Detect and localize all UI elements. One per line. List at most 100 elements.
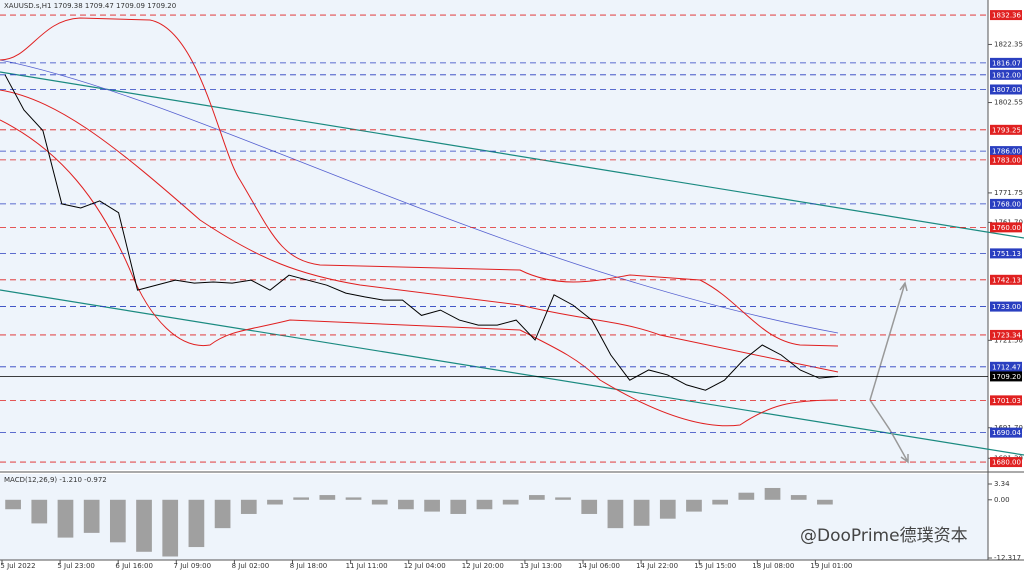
level-label: 1793.25	[992, 126, 1021, 134]
level-tag	[990, 274, 1022, 285]
level-tag	[990, 10, 1022, 21]
macd-bar	[712, 499, 729, 505]
main-panel	[0, 0, 988, 470]
macd-bar	[319, 495, 336, 500]
macd-bar	[109, 499, 126, 543]
x-tick-label: 12 Jul 04:00	[404, 562, 446, 570]
macd-bar	[633, 499, 650, 526]
level-label: 1733.00	[992, 303, 1021, 311]
level-tag	[990, 395, 1022, 406]
y-tick-label: 1771.75	[994, 189, 1023, 197]
bollinger-upper	[0, 17, 839, 347]
x-tick-label: 15 Jul 15:00	[694, 562, 736, 570]
macd-bar	[502, 499, 519, 505]
macd-bar	[424, 499, 440, 512]
x-tick-label: 13 Jul 13:00	[520, 562, 562, 570]
bollinger-middle	[0, 89, 839, 373]
watermark: @DooPrime德璞资本	[800, 526, 968, 546]
macd-bar	[555, 497, 571, 500]
x-tick-label: 5 Jul 2022	[0, 562, 35, 570]
level-label: 1807.00	[992, 86, 1021, 94]
level-label: 1832.36	[992, 12, 1021, 20]
level-tag	[990, 371, 1022, 382]
macd-bar	[214, 499, 231, 529]
level-label: 1701.03	[992, 397, 1021, 405]
macd-bar	[371, 499, 388, 505]
x-tick-label: 8 Jul 02:00	[232, 562, 270, 570]
level-label: 1709.20	[992, 373, 1021, 381]
level-tag	[990, 154, 1022, 165]
macd-bar	[267, 499, 283, 505]
level-label: 1816.07	[992, 59, 1021, 67]
level-label: 1812.00	[992, 71, 1021, 79]
macd-bar	[293, 497, 310, 500]
x-tick-label: 5 Jul 23:00	[57, 562, 95, 570]
indicators	[0, 17, 1024, 464]
level-tag	[990, 457, 1022, 468]
x-tick-label: 18 Jul 08:00	[752, 562, 794, 570]
arrow-down	[869, 399, 909, 464]
level-label: 1783.00	[992, 156, 1021, 164]
level-tag	[990, 198, 1022, 209]
macd-tick-label: -12.317	[994, 554, 1021, 562]
macd-bar	[738, 492, 755, 500]
macd-tick-label: 0.00	[994, 496, 1010, 504]
x-tick-label: 14 Jul 22:00	[636, 562, 678, 570]
level-label: 1786.00	[992, 148, 1021, 156]
level-label: 1768.00	[992, 200, 1021, 208]
x-tick-label: 8 Jul 18:00	[290, 562, 328, 570]
macd-bar	[817, 499, 833, 505]
level-tag	[990, 248, 1022, 259]
level-tag	[990, 124, 1022, 135]
level-tag	[990, 329, 1022, 340]
macd-bar	[162, 499, 179, 557]
x-tick-label: 11 Jul 11:00	[346, 562, 388, 570]
macd-bar	[83, 499, 100, 533]
macd-bar	[136, 499, 152, 552]
x-tick-label: 19 Jul 01:00	[810, 562, 852, 570]
level-tag	[990, 69, 1022, 80]
y-tick-label: 1721.50	[994, 336, 1023, 344]
level-label: 1690.04	[992, 429, 1021, 437]
macd-bar	[686, 499, 702, 512]
macd-tick-label: 3.34	[994, 480, 1010, 488]
level-tag	[990, 57, 1022, 68]
level-label: 1680.00	[992, 459, 1021, 467]
level-tag	[990, 427, 1022, 438]
level-tag	[990, 222, 1022, 233]
level-label: 1723.34	[992, 331, 1021, 339]
macd-bar	[57, 499, 74, 538]
macd-bar	[476, 499, 493, 510]
macd-bar	[659, 499, 676, 519]
macd-bar	[581, 499, 598, 514]
macd-bar	[607, 499, 624, 529]
macd-bar	[188, 499, 205, 548]
level-tag	[990, 146, 1022, 157]
macd-bar	[398, 499, 414, 510]
macd-header: MACD(12,26,9) -1.210 -0.972	[4, 476, 107, 484]
macd-bar	[345, 497, 362, 500]
y-tick-label: 1822.35	[994, 40, 1023, 48]
x-tick-label: 6 Jul 16:00	[115, 562, 153, 570]
level-label: 1712.47	[992, 363, 1021, 371]
arrow-up	[869, 281, 908, 401]
level-label: 1751.13	[992, 250, 1021, 258]
macd-bar	[5, 499, 21, 510]
level-tag	[990, 84, 1022, 95]
y-tick-label: 1802.55	[994, 99, 1023, 107]
level-tag	[990, 361, 1022, 372]
bollinger-lower	[0, 119, 839, 427]
macd-bar	[240, 499, 257, 514]
macd-bar	[764, 487, 781, 500]
level-label: 1742.13	[992, 276, 1021, 284]
x-tick-label: 7 Jul 09:00	[174, 562, 212, 570]
macd-bar	[450, 499, 467, 514]
channel-top	[0, 71, 1024, 239]
macd-bar	[790, 495, 807, 500]
channel-bottom	[0, 289, 1024, 456]
macd-bar	[528, 495, 545, 500]
level-tag	[990, 301, 1022, 312]
price-line	[4, 74, 839, 391]
symbol-header: XAUUSD.s,H1 1709.38 1709.47 1709.09 1709…	[4, 2, 176, 10]
